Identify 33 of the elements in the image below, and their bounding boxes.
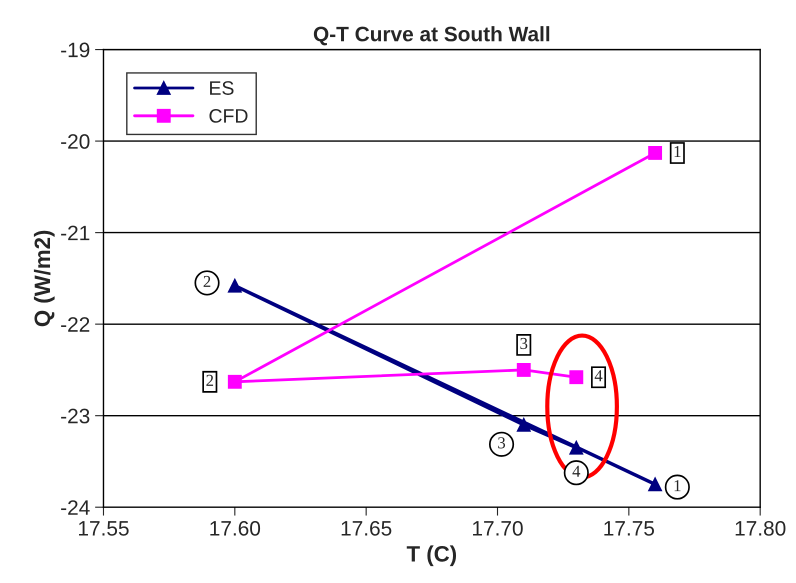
annotation: 4 <box>594 370 602 382</box>
x-tick-label: 17.60 <box>210 520 260 536</box>
legend-label: ES <box>210 81 234 95</box>
y-tick-label: -24 <box>61 500 90 515</box>
x-tick-label: 17.70 <box>473 520 523 536</box>
annotation: 4 <box>572 466 580 477</box>
annotation: 3 <box>498 437 506 448</box>
annotation: 2 <box>206 374 214 386</box>
y-tick-label: -23 <box>61 408 90 424</box>
point <box>569 440 584 455</box>
point <box>516 418 531 432</box>
annotation: 1 <box>674 480 680 492</box>
legend-label: CFD <box>209 109 248 123</box>
point <box>648 477 662 492</box>
chart-title: Q-T Curve at South Wall <box>314 26 550 46</box>
annotation: 2 <box>204 276 210 287</box>
y-tick-label: -22 <box>61 317 90 332</box>
x-axis-title: T (C) <box>406 545 456 566</box>
y-tick-label: -20 <box>61 134 90 149</box>
point <box>648 146 662 160</box>
annotation: 3 <box>520 338 528 350</box>
y-axis-title: Q (W/m2) <box>34 230 55 326</box>
point <box>569 370 584 384</box>
point <box>228 278 242 293</box>
x-tick-label: 17.55 <box>79 521 129 536</box>
x-tick-label: 17.65 <box>342 520 392 536</box>
point <box>516 362 531 377</box>
x-tick-label: 17.80 <box>736 520 786 536</box>
y-tick-label: -19 <box>61 42 90 58</box>
point <box>228 374 242 389</box>
annotation: 1 <box>674 146 680 157</box>
y-tick-label: -21 <box>61 226 90 240</box>
x-tick-label: 17.75 <box>604 521 654 536</box>
